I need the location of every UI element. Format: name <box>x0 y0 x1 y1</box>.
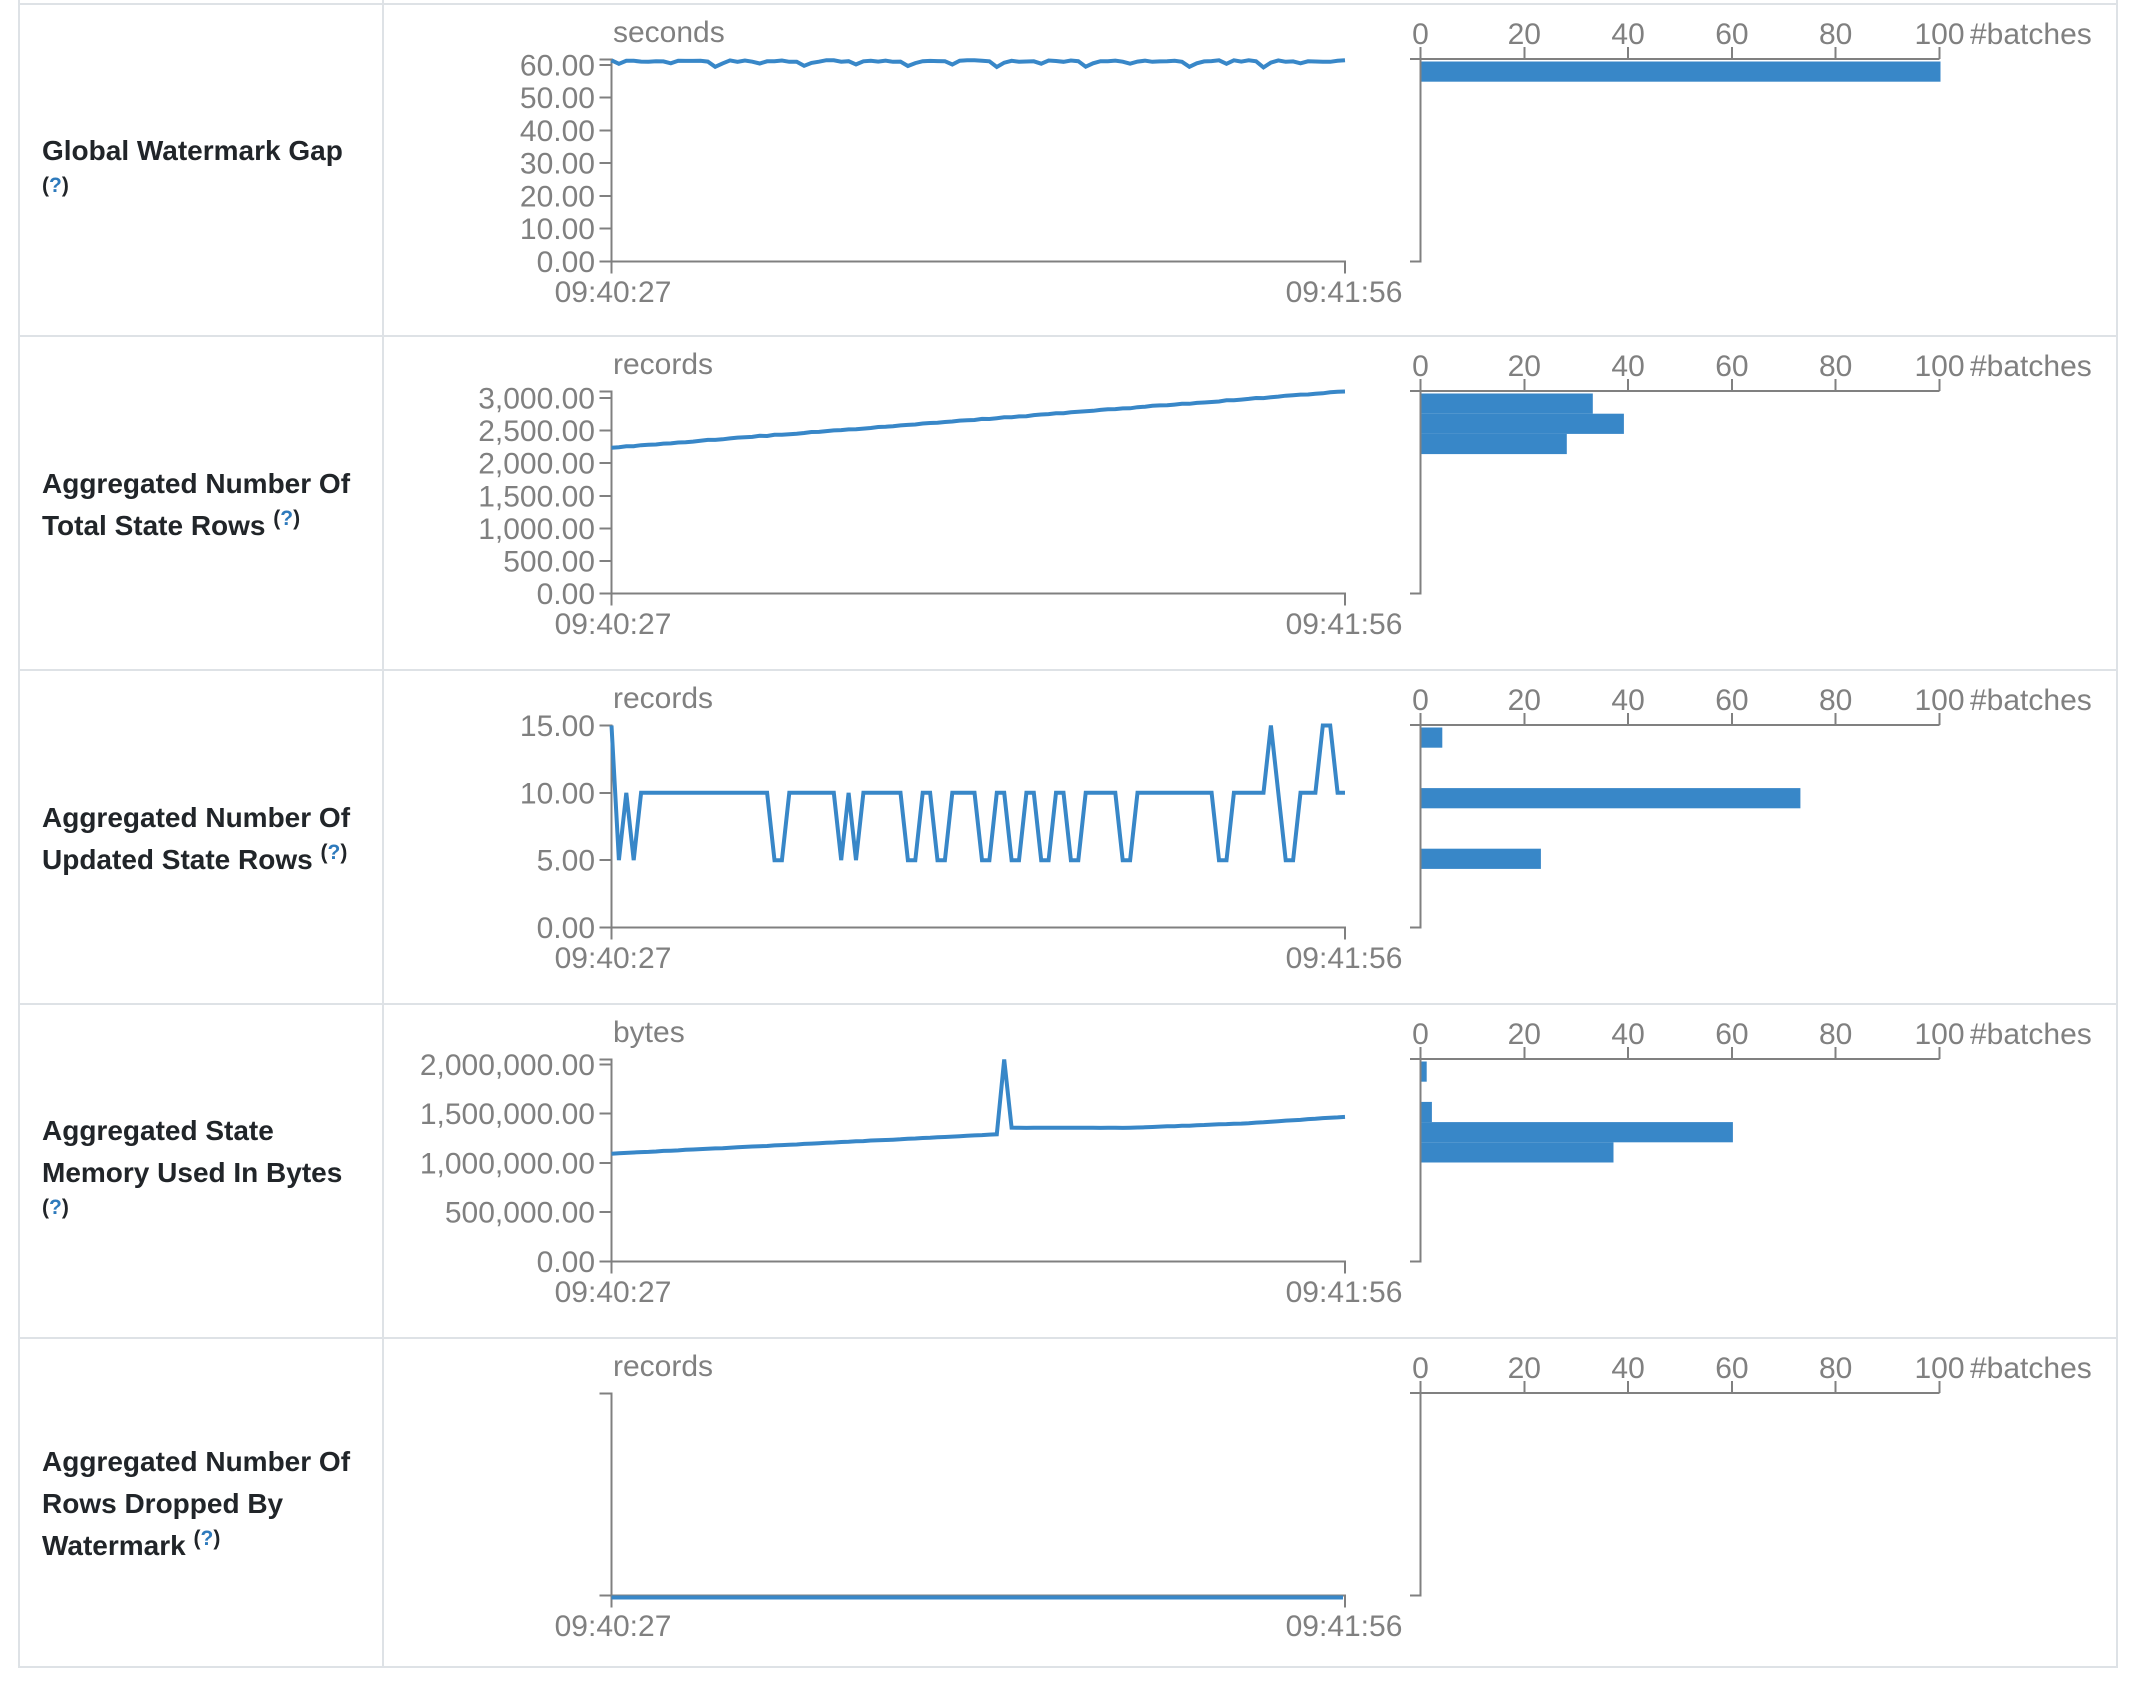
svg-text:1,000.00: 1,000.00 <box>478 513 595 546</box>
svg-text:#batches: #batches <box>1970 18 2092 51</box>
svg-text:40: 40 <box>1611 1018 1644 1051</box>
svg-text:100: 100 <box>1914 18 1964 51</box>
svg-text:1,500.00: 1,500.00 <box>478 480 595 513</box>
svg-text:5.00: 5.00 <box>537 845 595 878</box>
svg-text:30.00: 30.00 <box>520 148 595 181</box>
svg-text:0.00: 0.00 <box>537 246 595 279</box>
svg-text:80: 80 <box>1819 1018 1852 1051</box>
svg-text:1,500,000.00: 1,500,000.00 <box>420 1098 595 1131</box>
svg-text:3,000.00: 3,000.00 <box>478 383 595 416</box>
svg-text:60: 60 <box>1715 684 1748 717</box>
svg-text:0.00: 0.00 <box>537 1246 595 1279</box>
svg-text:20: 20 <box>1508 1352 1541 1385</box>
svg-text:09:41:56: 09:41:56 <box>1286 942 1403 975</box>
svg-text:1,000,000.00: 1,000,000.00 <box>420 1148 595 1181</box>
svg-text:bytes: bytes <box>613 1016 685 1049</box>
svg-text:#batches: #batches <box>1970 1352 2092 1385</box>
svg-text:40: 40 <box>1611 18 1644 51</box>
svg-text:2,000.00: 2,000.00 <box>478 448 595 481</box>
svg-text:0.00: 0.00 <box>537 912 595 945</box>
svg-text:0: 0 <box>1412 1018 1429 1051</box>
svg-text:100: 100 <box>1914 1352 1964 1385</box>
svg-text:09:41:56: 09:41:56 <box>1286 608 1403 641</box>
svg-text:20: 20 <box>1508 684 1541 717</box>
svg-text:09:40:27: 09:40:27 <box>555 608 672 641</box>
svg-text:09:40:27: 09:40:27 <box>555 276 672 309</box>
svg-text:0: 0 <box>1412 684 1429 717</box>
svg-text:50.00: 50.00 <box>520 82 595 115</box>
svg-text:10.00: 10.00 <box>520 213 595 246</box>
svg-text:records: records <box>613 348 713 381</box>
svg-text:09:41:56: 09:41:56 <box>1286 1610 1403 1643</box>
svg-text:#batches: #batches <box>1970 1018 2092 1051</box>
svg-text:0.00: 0.00 <box>537 578 595 611</box>
svg-text:60: 60 <box>1715 1352 1748 1385</box>
svg-text:60: 60 <box>1715 1018 1748 1051</box>
svg-text:60.00: 60.00 <box>520 49 595 82</box>
svg-text:20: 20 <box>1508 18 1541 51</box>
svg-text:09:41:56: 09:41:56 <box>1286 276 1403 309</box>
svg-text:seconds: seconds <box>613 16 725 49</box>
svg-text:80: 80 <box>1819 684 1852 717</box>
svg-text:40.00: 40.00 <box>520 115 595 148</box>
svg-text:records: records <box>613 1350 713 1383</box>
svg-text:500,000.00: 500,000.00 <box>445 1197 595 1230</box>
svg-text:#batches: #batches <box>1970 684 2092 717</box>
svg-text:20: 20 <box>1508 1018 1541 1051</box>
svg-text:60: 60 <box>1715 350 1748 383</box>
svg-text:100: 100 <box>1914 684 1964 717</box>
svg-text:80: 80 <box>1819 350 1852 383</box>
svg-text:2,000,000.00: 2,000,000.00 <box>420 1049 595 1082</box>
svg-text:15.00: 15.00 <box>520 710 595 743</box>
svg-text:09:41:56: 09:41:56 <box>1286 1276 1403 1309</box>
svg-text:#batches: #batches <box>1970 350 2092 383</box>
svg-text:60: 60 <box>1715 18 1748 51</box>
svg-text:40: 40 <box>1611 350 1644 383</box>
svg-text:09:40:27: 09:40:27 <box>555 942 672 975</box>
svg-text:40: 40 <box>1611 1352 1644 1385</box>
svg-text:40: 40 <box>1611 684 1644 717</box>
svg-text:100: 100 <box>1914 350 1964 383</box>
svg-text:500.00: 500.00 <box>503 545 595 578</box>
svg-text:0: 0 <box>1412 18 1429 51</box>
svg-text:09:40:27: 09:40:27 <box>555 1276 672 1309</box>
svg-text:10.00: 10.00 <box>520 777 595 810</box>
svg-text:2,500.00: 2,500.00 <box>478 415 595 448</box>
svg-text:20.00: 20.00 <box>520 181 595 214</box>
svg-text:100: 100 <box>1914 1018 1964 1051</box>
svg-text:0: 0 <box>1412 350 1429 383</box>
svg-text:80: 80 <box>1819 1352 1852 1385</box>
svg-text:20: 20 <box>1508 350 1541 383</box>
svg-text:records: records <box>613 682 713 715</box>
svg-text:80: 80 <box>1819 18 1852 51</box>
svg-text:0: 0 <box>1412 1352 1429 1385</box>
svg-text:09:40:27: 09:40:27 <box>555 1610 672 1643</box>
